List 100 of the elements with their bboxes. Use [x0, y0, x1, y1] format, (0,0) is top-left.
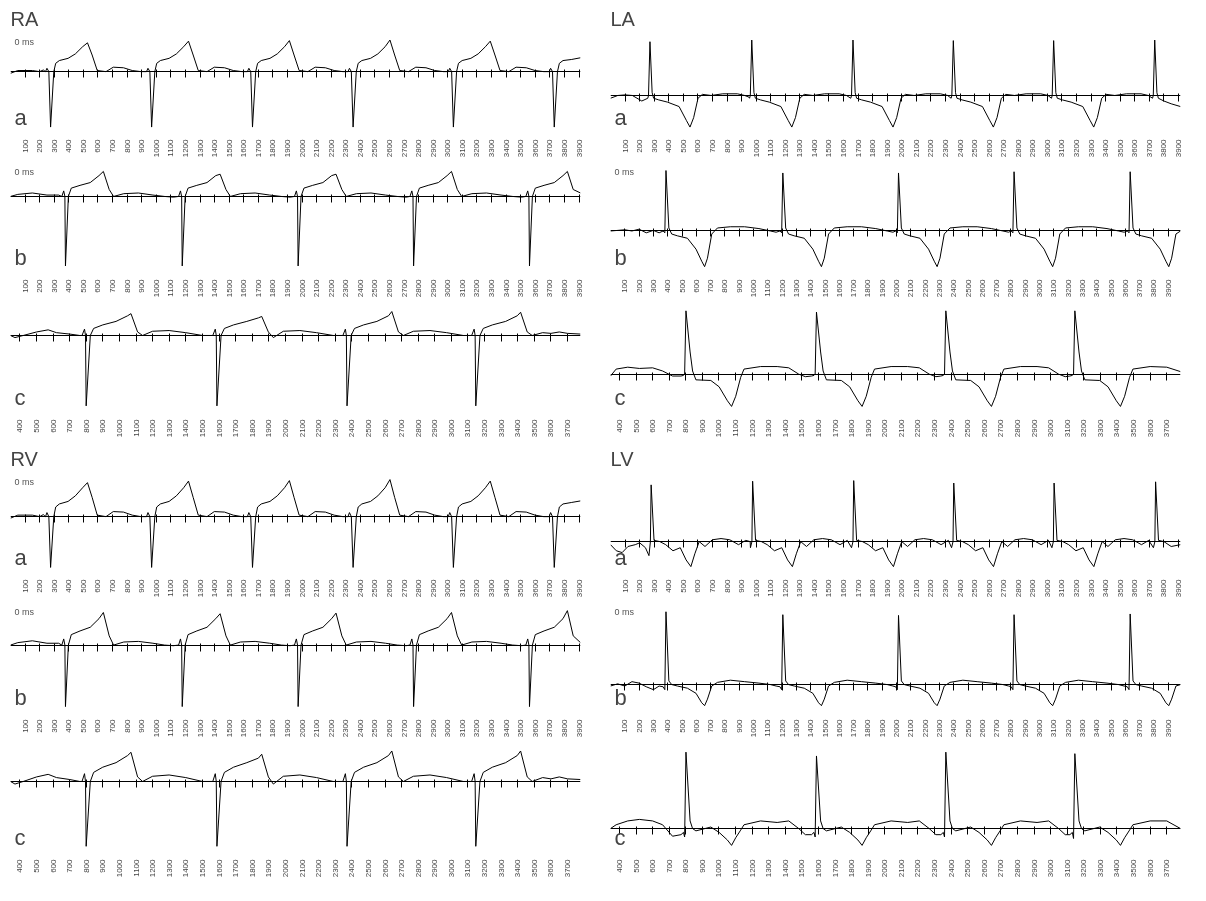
x-tick-label: 2000	[297, 718, 307, 738]
x-tick-label: 3700	[1144, 138, 1154, 158]
x-tick-label: 3800	[1149, 718, 1159, 738]
x-tick-label: 900	[137, 718, 147, 733]
x-tick-label: 2500	[370, 278, 380, 298]
x-tick-label: 1900	[877, 718, 887, 738]
x-tick-label: 3700	[545, 718, 555, 738]
x-tick-label: 1800	[268, 578, 278, 598]
x-tick-label: 1100	[731, 418, 741, 437]
x-tick-label: 3100	[1049, 718, 1059, 738]
x-tick-label: 1400	[780, 858, 790, 878]
x-tick-label: 700	[707, 578, 717, 593]
x-tick-label: 2300	[341, 138, 351, 158]
x-tick-label: 3100	[457, 578, 467, 598]
x-tick-label: 1300	[195, 718, 205, 738]
x-tick-label: 900	[98, 418, 108, 433]
x-tick-label: 1200	[148, 858, 158, 878]
x-tick-label: 1500	[820, 718, 830, 738]
x-tick-label: 3500	[1115, 138, 1125, 158]
x-tick-label: 3900	[1173, 578, 1183, 598]
x-tick-label: 100	[620, 138, 630, 153]
x-tick-label: 1000	[714, 858, 724, 878]
annotation: a	[14, 544, 28, 570]
x-tick-label: 2800	[413, 418, 423, 438]
x-tick-label: 1500	[224, 138, 234, 158]
x-tick-label: 2000	[297, 578, 307, 598]
x-tick-label: 2400	[949, 278, 959, 298]
x-tick-label: 1000	[749, 718, 758, 738]
x-tick-label: 1200	[777, 278, 787, 298]
x-tick-label: 1400	[809, 578, 819, 598]
x-tick-label: 2500	[970, 578, 980, 598]
x-tick-label: 400	[64, 278, 74, 293]
x-tick-label: 2100	[896, 858, 906, 878]
x-tick-label: 1500	[797, 858, 807, 878]
x-tick-label: 1600	[239, 278, 249, 298]
x-tick-label: 800	[122, 718, 132, 733]
x-tick-label: 3400	[501, 578, 511, 598]
x-tick-label: 2600	[979, 858, 989, 878]
x-tick-label: 2300	[940, 138, 950, 158]
x-tick-label: 3400	[1101, 138, 1111, 158]
x-tick-label: 1300	[795, 138, 805, 158]
x-tick-label: 3300	[1086, 138, 1096, 158]
x-tick-label: 500	[631, 858, 641, 873]
x-tick-label: 3700	[545, 578, 555, 598]
x-tick-label: 3100	[1062, 858, 1072, 878]
x-tick-label: 2800	[1006, 278, 1016, 298]
x-tick-label: 1900	[882, 578, 892, 598]
x-tick-label: 2100	[312, 278, 322, 298]
x-tick-label: 600	[93, 578, 103, 593]
x-tick-label: 3900	[1163, 278, 1173, 298]
x-tick-label: 3100	[457, 718, 467, 738]
x-tick-label: 2800	[414, 578, 424, 598]
x-tick-label: 900	[737, 138, 747, 153]
x-tick-label: 700	[108, 138, 118, 153]
x-tick-label: 2400	[355, 578, 365, 598]
x-tick-label: 800	[122, 278, 132, 293]
x-tick-label: 2700	[992, 278, 1002, 298]
x-tick-label: 3300	[1095, 418, 1105, 438]
x-tick-label: 1600	[214, 858, 224, 878]
x-tick-label: 3600	[530, 278, 540, 298]
x-tick-label: 3200	[1079, 858, 1089, 878]
x-tick-label: 1300	[195, 278, 205, 298]
x-tick-label: 2200	[314, 858, 324, 878]
chart-title: LV	[610, 447, 635, 470]
x-tick-label: 800	[81, 418, 91, 433]
x-tick-label: 400	[614, 418, 624, 433]
x-tick-label: 1600	[834, 718, 844, 738]
annotation: a	[614, 104, 628, 130]
x-tick-label: 900	[734, 718, 744, 733]
x-tick-label: 3800	[1149, 278, 1159, 298]
x-tick-label: 2700	[397, 858, 407, 878]
x-tick-label: 100	[620, 718, 630, 733]
x-tick-label: 3200	[1063, 718, 1073, 738]
x-tick-label: 600	[93, 278, 103, 293]
x-tick-label: 2500	[370, 578, 380, 598]
x-tick-label: 3300	[1077, 278, 1087, 298]
x-tick-label: 1000	[751, 138, 761, 158]
x-tick-label: 900	[137, 578, 147, 593]
x-tick-label: 1900	[282, 278, 292, 298]
x-tick-label: 3000	[1035, 718, 1044, 738]
x-tick-label: 1800	[247, 418, 257, 438]
x-tick-label: 1700	[253, 278, 263, 298]
x-tick-label: 3400	[1092, 718, 1102, 738]
x-tick-label: 700	[108, 578, 118, 593]
x-tick-label: 1900	[282, 138, 292, 158]
x-tick-label: 3300	[487, 578, 497, 598]
x-tick-label: 1100	[766, 578, 776, 597]
x-tick-label: 2500	[963, 278, 973, 298]
x-tick-label: 1800	[268, 138, 278, 158]
x-tick-label: 800	[122, 578, 132, 593]
x-tick-label: 3200	[480, 418, 490, 438]
x-tick-label: 3900	[1173, 138, 1183, 158]
x-tick-label: 1100	[763, 278, 773, 297]
x-tick-label: 3700	[563, 858, 573, 878]
x-tick-label: 1800	[247, 858, 257, 878]
x-tick-label: 2500	[370, 718, 380, 738]
x-tick-label: 300	[49, 278, 59, 293]
x-tick-label: 2900	[1020, 278, 1030, 298]
x-tick-label: 3400	[1101, 578, 1111, 598]
x-tick-label: 2400	[355, 718, 365, 738]
